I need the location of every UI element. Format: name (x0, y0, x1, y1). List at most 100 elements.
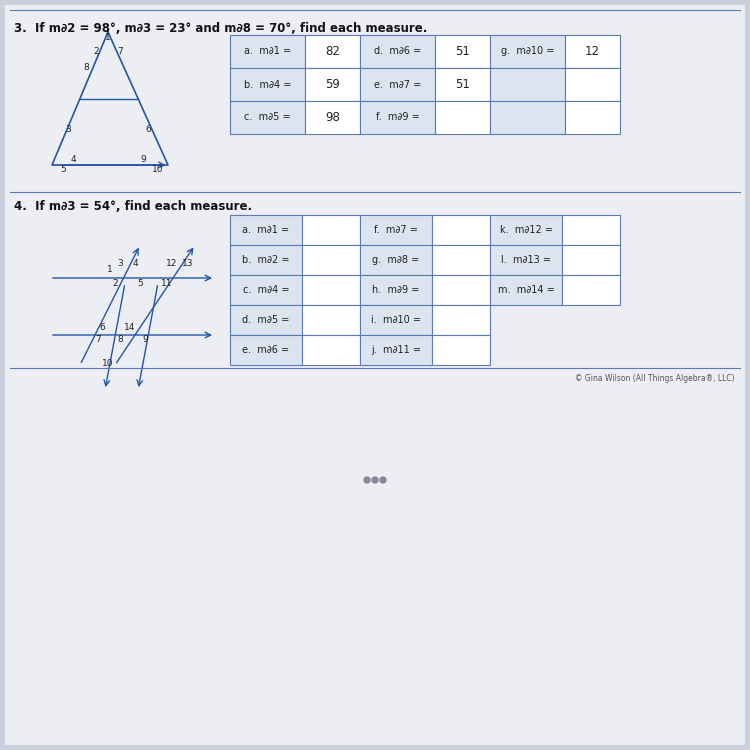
Text: 7: 7 (95, 335, 100, 344)
Circle shape (380, 477, 386, 483)
Bar (305, 101, 360, 134)
Text: k.  m∂12 =: k. m∂12 = (500, 225, 553, 235)
Bar (360, 245, 432, 275)
Bar (490, 68, 565, 101)
Text: 9: 9 (142, 335, 148, 344)
Bar (230, 68, 305, 101)
Text: i.  m∂10 =: i. m∂10 = (371, 315, 421, 325)
Bar (305, 35, 360, 68)
Bar (562, 245, 620, 275)
Text: 51: 51 (455, 45, 470, 58)
Bar (432, 335, 490, 365)
Bar (360, 68, 435, 101)
Text: 4: 4 (70, 155, 76, 164)
Text: f.  m∂7 =: f. m∂7 = (374, 225, 418, 235)
Bar (230, 35, 305, 68)
Bar (562, 215, 620, 245)
Bar (435, 101, 490, 134)
Circle shape (364, 477, 370, 483)
Text: c.  m∂4 =: c. m∂4 = (243, 285, 290, 295)
Bar (435, 68, 490, 101)
Text: 9: 9 (140, 155, 146, 164)
Bar (435, 35, 490, 68)
Text: 3: 3 (117, 259, 123, 268)
Bar (360, 101, 435, 134)
Text: b.  m∂2 =: b. m∂2 = (242, 255, 290, 265)
Text: g.  m∂10 =: g. m∂10 = (501, 46, 554, 56)
Text: 59: 59 (325, 78, 340, 91)
Text: 6: 6 (146, 125, 151, 134)
Bar (490, 215, 562, 245)
Text: d.  m∂5 =: d. m∂5 = (242, 315, 290, 325)
Text: 51: 51 (455, 78, 470, 91)
Text: f.  m∂9 =: f. m∂9 = (376, 112, 419, 122)
Text: 3: 3 (65, 125, 70, 134)
Text: 8: 8 (117, 335, 123, 344)
FancyBboxPatch shape (5, 5, 745, 745)
Circle shape (372, 477, 378, 483)
Text: g.  m∂8 =: g. m∂8 = (372, 255, 420, 265)
Bar (432, 275, 490, 305)
Bar (302, 245, 360, 275)
Text: 12: 12 (166, 259, 178, 268)
Bar (305, 68, 360, 101)
Bar (490, 101, 565, 134)
Text: a.  m∂1 =: a. m∂1 = (242, 225, 290, 235)
Text: b.  m∂4 =: b. m∂4 = (244, 80, 291, 89)
Text: 14: 14 (124, 322, 136, 332)
Text: 6: 6 (99, 322, 105, 332)
Text: a.  m∂1 =: a. m∂1 = (244, 46, 291, 56)
Bar (432, 245, 490, 275)
Bar (562, 275, 620, 305)
Bar (230, 335, 302, 365)
Text: 13: 13 (182, 259, 194, 268)
Bar (360, 275, 432, 305)
Bar (490, 245, 562, 275)
Bar (490, 35, 565, 68)
Bar (360, 35, 435, 68)
Text: c.  m∂5 =: c. m∂5 = (244, 112, 291, 122)
Text: 4.  If m∂3 = 54°, find each measure.: 4. If m∂3 = 54°, find each measure. (14, 200, 252, 213)
Text: l.  m∂13 =: l. m∂13 = (501, 255, 551, 265)
Text: 1: 1 (107, 266, 112, 274)
Text: 2: 2 (93, 47, 99, 56)
Text: 3.  If m∂2 = 98°, m∂3 = 23° and m∂8 = 70°, find each measure.: 3. If m∂2 = 98°, m∂3 = 23° and m∂8 = 70°… (14, 22, 427, 35)
Text: 5: 5 (137, 278, 142, 287)
Bar (230, 305, 302, 335)
Text: 1: 1 (105, 34, 111, 43)
Text: 11: 11 (161, 278, 172, 287)
Bar (302, 215, 360, 245)
Text: 98: 98 (325, 111, 340, 124)
Bar (302, 305, 360, 335)
Bar (565, 68, 620, 101)
Text: 5: 5 (60, 166, 66, 175)
Bar (432, 305, 490, 335)
Bar (230, 101, 305, 134)
Bar (360, 215, 432, 245)
Text: 2: 2 (112, 278, 118, 287)
Text: 82: 82 (325, 45, 340, 58)
Text: e.  m∂7 =: e. m∂7 = (374, 80, 422, 89)
Text: h.  m∂9 =: h. m∂9 = (372, 285, 420, 295)
Bar (230, 275, 302, 305)
Bar (230, 245, 302, 275)
Bar (360, 335, 432, 365)
Bar (230, 215, 302, 245)
Bar (432, 215, 490, 245)
Bar (360, 305, 432, 335)
Text: 12: 12 (585, 45, 600, 58)
Bar (565, 101, 620, 134)
Text: j.  m∂11 =: j. m∂11 = (371, 345, 421, 355)
Bar (302, 335, 360, 365)
Bar (490, 275, 562, 305)
Text: 8: 8 (83, 64, 88, 73)
Bar (302, 275, 360, 305)
Text: 4: 4 (132, 259, 138, 268)
Text: 10: 10 (152, 166, 164, 175)
Text: © Gina Wilson (All Things Algebra®, LLC): © Gina Wilson (All Things Algebra®, LLC) (575, 374, 735, 383)
Text: 10: 10 (102, 358, 114, 368)
Text: d.  m∂6 =: d. m∂6 = (374, 46, 422, 56)
Text: 7: 7 (117, 47, 123, 56)
Bar (565, 35, 620, 68)
Text: e.  m∂6 =: e. m∂6 = (242, 345, 290, 355)
